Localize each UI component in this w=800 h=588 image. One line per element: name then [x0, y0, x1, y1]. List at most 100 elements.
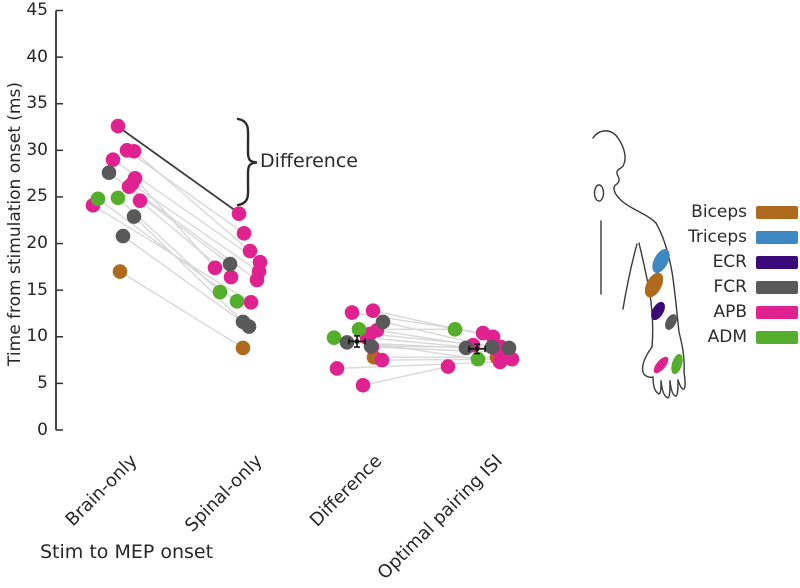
legend-row-ecr: ECR — [713, 253, 798, 271]
scatter-point-biceps — [235, 340, 251, 356]
scatter-point-fcr — [222, 256, 238, 272]
scatter-point-fcr — [484, 339, 500, 355]
scatter-point-apb — [207, 260, 223, 276]
y-tick-label: 25 — [26, 186, 48, 207]
y-tick-label: 15 — [26, 279, 48, 300]
pair-line — [119, 270, 244, 349]
legend-swatch — [756, 205, 798, 219]
legend-row-fcr: FCR — [714, 278, 798, 296]
scatter-point-fcr — [458, 340, 474, 356]
scatter-points — [85, 118, 520, 393]
ecr-muscle-marker — [651, 301, 665, 321]
y-axis-label: Time from stimulation onset (ms) — [5, 82, 25, 366]
legend-row-apb: APB — [713, 303, 798, 321]
scatter-point-fcr — [115, 228, 131, 244]
scatter-point-apb — [344, 305, 360, 320]
thumb-line — [641, 346, 654, 378]
difference-annotation: Difference — [260, 150, 358, 172]
pair-line — [133, 216, 244, 323]
legend-swatch — [756, 305, 798, 319]
pair-line — [131, 183, 260, 273]
scatter-point-adm — [447, 322, 463, 337]
scatter-point-apb — [105, 152, 121, 167]
scatter-point-apb — [355, 377, 371, 393]
scatter-point-apb — [126, 143, 142, 159]
scatter-point-apb — [492, 354, 508, 370]
scatter-point-apb — [440, 359, 456, 374]
legend-label: Biceps — [691, 201, 747, 222]
legend-row-biceps: Biceps — [691, 203, 798, 221]
legend-swatch — [756, 230, 798, 244]
y-tick-label: 35 — [26, 93, 48, 114]
y-tick-label: 5 — [37, 372, 48, 393]
outer-arm-line — [655, 222, 685, 373]
scatter-point-apb — [243, 294, 259, 310]
scatter-point-apb — [110, 118, 126, 134]
finger-3 — [669, 379, 679, 397]
scatter-point-fcr — [375, 314, 391, 330]
pair-line — [372, 309, 494, 338]
body-front-line — [622, 243, 638, 310]
apb-muscle-marker — [653, 356, 669, 374]
triceps-muscle-marker — [652, 249, 670, 273]
pair-line — [362, 365, 449, 386]
scatter-point-apb — [236, 226, 252, 241]
legend-row-triceps: Triceps — [688, 228, 798, 246]
scatter-point-fcr — [101, 165, 117, 181]
mean-center-marker — [355, 339, 359, 344]
y-axis — [55, 9, 63, 431]
pair-line — [133, 150, 251, 252]
scatter-point-apb — [504, 351, 520, 367]
finger-2 — [660, 380, 671, 399]
legend-swatch — [756, 330, 798, 344]
scatter-point-fcr — [126, 209, 142, 224]
scatter-point-apb — [231, 206, 247, 222]
curly-brace — [236, 117, 258, 207]
pair-line — [126, 149, 245, 234]
y-tick-label: 20 — [26, 233, 48, 254]
inner-arm-line — [638, 242, 654, 348]
scatter-point-adm — [351, 322, 367, 337]
finger-4 — [677, 371, 686, 390]
legend-swatch — [756, 255, 798, 269]
pair-line — [97, 198, 238, 302]
mean-center-marker — [475, 346, 479, 351]
y-tick-label: 0 — [37, 419, 48, 440]
y-tick-label: 30 — [26, 139, 48, 160]
scatter-point-apb — [242, 243, 258, 259]
adm-muscle-marker — [671, 353, 683, 375]
finger-1 — [652, 376, 662, 395]
arm-illustration — [592, 130, 686, 399]
scatter-point-adm — [326, 330, 342, 346]
scatter-point-apb — [249, 272, 265, 288]
scatter-point-fcr — [501, 340, 517, 356]
muscle-markers — [644, 249, 683, 375]
scatter-point-adm — [229, 294, 245, 309]
scatter-point-apb — [374, 352, 390, 368]
legend-label: Triceps — [687, 226, 747, 247]
scatter-point-apb — [223, 269, 239, 285]
pair-line — [122, 235, 250, 328]
legend-label: ECR — [712, 251, 747, 272]
mean-error-markers — [348, 335, 486, 355]
scatter-point-apb — [329, 361, 345, 376]
scatter-point-fcr — [363, 338, 379, 354]
scatter-point-apb — [132, 193, 148, 208]
legend-swatch — [756, 280, 798, 294]
head-neck-outline — [592, 130, 657, 224]
scatter-point-adm — [212, 284, 228, 300]
legend-label: FCR — [713, 276, 747, 297]
scatter-point-adm — [90, 191, 106, 207]
difference-highlight-line — [119, 127, 238, 213]
x-axis-label: Stim to MEP onset — [40, 541, 214, 563]
legend-label: ADM — [707, 326, 747, 347]
scatter-point-fcr — [339, 335, 355, 350]
y-tick-label: 40 — [26, 46, 48, 67]
y-tick-label: 45 — [26, 0, 48, 20]
scatter-point-apb — [365, 303, 381, 318]
y-tick-label: 10 — [26, 326, 48, 347]
scatter-point-biceps — [112, 264, 128, 279]
biceps-muscle-marker — [644, 272, 664, 298]
